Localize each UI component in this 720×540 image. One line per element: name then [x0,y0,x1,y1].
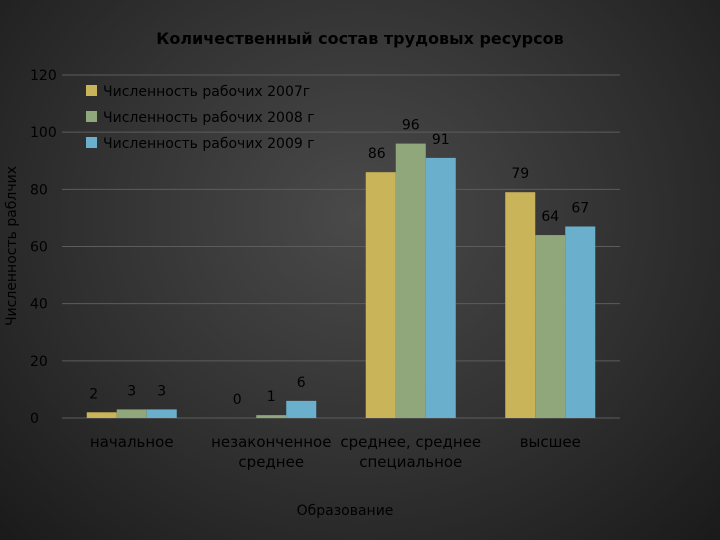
y-tick-label: 40 [30,297,48,313]
data-label: 2 [89,386,98,402]
chart-title: Количественный состав трудовых ресурсов [156,29,563,48]
bars [86,143,596,418]
legend-entry: Численность рабочих 2008 г [103,110,315,126]
data-label: 96 [402,118,420,134]
bar [565,226,596,418]
bar [395,143,426,418]
x-category-label: начальное [90,433,174,451]
bar [425,157,456,418]
bar [86,412,117,418]
data-label: 91 [432,132,450,148]
x-category-label: высшее [520,433,581,451]
data-label: 0 [233,392,242,408]
bar [365,172,396,418]
bar [116,409,147,418]
x-category-label: незаконченное среднее [211,433,331,471]
y-axis: 0 20 40 60 80 100 120 [30,68,57,427]
legend-entry: Численность рабочих 2009 г [103,136,315,152]
y-tick-label: 100 [30,125,57,141]
data-label: 6 [297,375,306,391]
y-tick-label: 120 [30,68,57,84]
legend-swatch [86,85,97,96]
data-label: 86 [368,146,386,162]
bar [146,409,177,418]
y-axis-title: Численность раблчих [4,166,20,326]
x-axis-title: Образование [297,503,394,519]
legend: Численность рабочих 2007г Численность раб… [86,84,315,152]
data-label: 67 [571,200,589,216]
y-tick-label: 0 [30,411,39,427]
bar [256,415,287,418]
data-label: 79 [511,166,529,182]
data-label: 64 [541,209,559,225]
bar [535,235,566,418]
data-labels: 2 0 86 79 3 1 96 64 3 6 91 67 [89,118,589,408]
data-label: 3 [127,383,136,399]
y-tick-label: 20 [30,354,48,370]
data-label: 3 [157,383,166,399]
gridlines [62,74,620,419]
legend-entry: Численность рабочих 2007г [103,84,310,100]
x-category-label: среднее, среднее специальное [340,433,481,471]
bar [286,400,317,418]
y-tick-label: 80 [30,182,48,198]
legend-swatch [86,137,97,148]
legend-swatch [86,111,97,122]
data-label: 1 [267,389,276,405]
bar [505,192,536,418]
y-tick-label: 60 [30,240,48,256]
